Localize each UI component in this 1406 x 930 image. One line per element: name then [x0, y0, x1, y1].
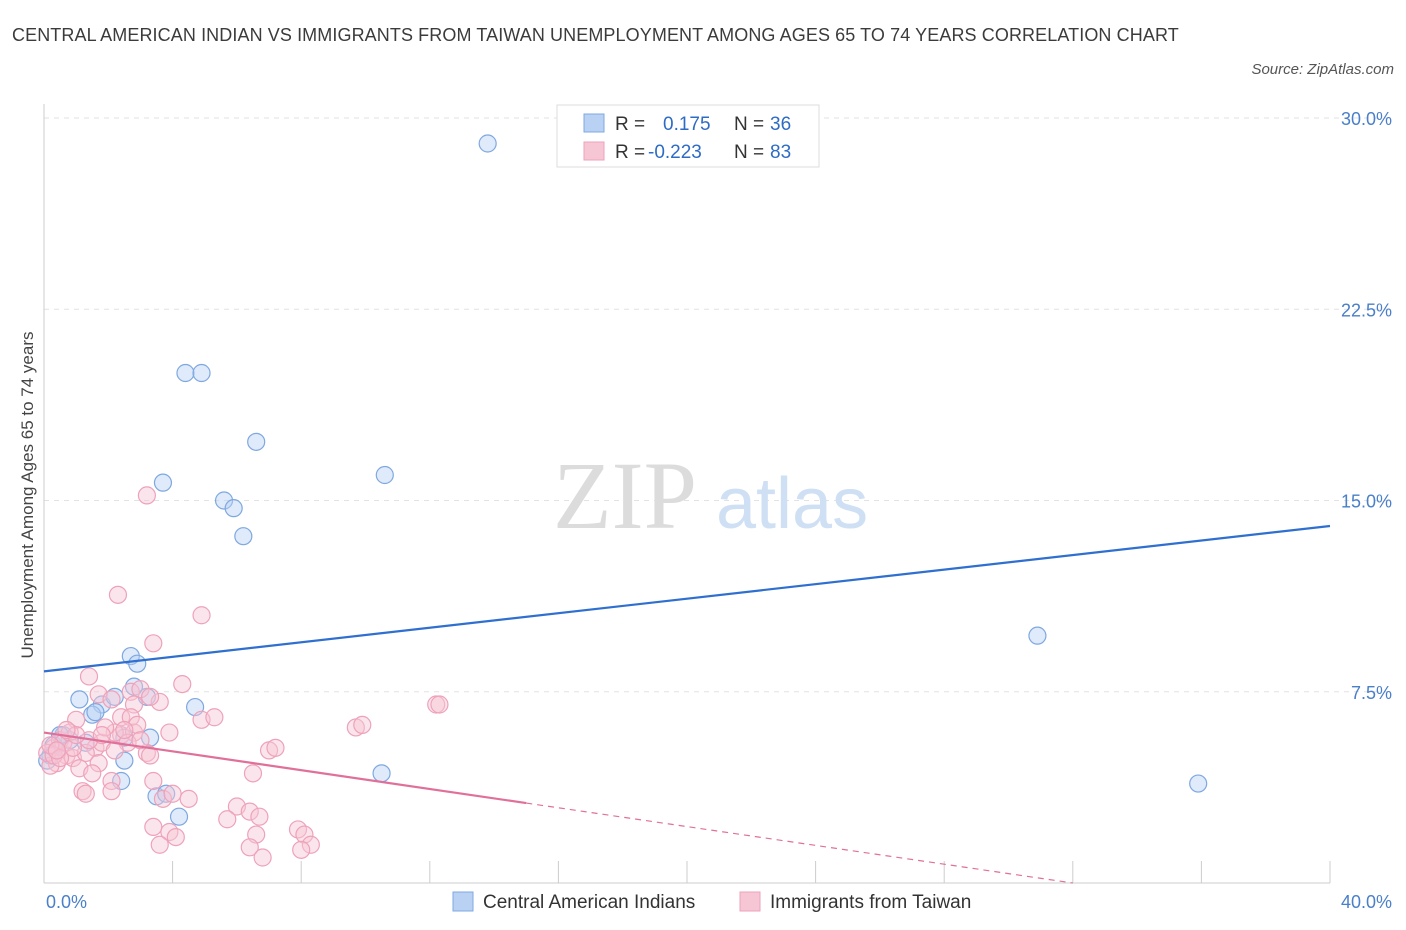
series-1-point-0	[137, 486, 156, 505]
y-tick-label-0: 30.0%	[1341, 109, 1392, 129]
series-0-point-1	[176, 363, 195, 383]
series-1-point-49	[102, 782, 121, 801]
series-1-point-22	[160, 723, 179, 742]
series-1-point-47	[73, 782, 92, 801]
series-1-point-80	[115, 720, 134, 740]
series-1-point-44	[243, 764, 263, 783]
series-1-point-66	[292, 840, 311, 859]
data-points	[38, 134, 1208, 867]
x-tick-label-max: 40.0%	[1341, 892, 1392, 912]
legend-label-immigrants-from-taiwan: Immigrants from Taiwan	[770, 892, 971, 913]
series-1-point-40	[102, 771, 121, 791]
series-1-points	[38, 486, 449, 867]
series-1-point-64	[295, 825, 314, 844]
stats-n-label-1: N =	[734, 114, 764, 135]
series-1-point-21	[430, 695, 449, 714]
legend-swatch-central-american-indians	[452, 891, 474, 912]
stats-r-value-1: 0.175	[663, 114, 711, 135]
series-legend: Central American Indians Immigrants from…	[452, 891, 971, 913]
watermark: ZIP atlas	[553, 442, 868, 549]
series-0-point-9	[1028, 626, 1047, 645]
legend-swatch-immigrants-from-taiwan	[739, 891, 761, 912]
series-0-point-8	[234, 527, 253, 546]
series-1-point-3	[144, 634, 163, 653]
stats-legend: R = 0.175 N = 36 R = -0.223 N = 83	[556, 104, 820, 168]
series-0-point-33	[157, 784, 176, 803]
series-1-point-50	[163, 784, 182, 803]
gridlines	[44, 117, 1392, 693]
series-0-point-34	[169, 807, 189, 826]
stats-r-label-1: R =	[615, 114, 645, 135]
series-1-point-78	[131, 731, 150, 750]
stats-r-label-2: R =	[615, 142, 645, 163]
series-1-point-58	[166, 827, 185, 847]
series-1-point-53	[240, 802, 259, 821]
stats-swatch-blue	[583, 113, 605, 133]
watermark-atlas: atlas	[716, 464, 868, 544]
series-1-point-43	[153, 789, 173, 808]
series-1-point-83	[47, 741, 66, 760]
series-1-point-54	[250, 807, 269, 826]
chart-title: CENTRAL AMERICAN INDIAN VS IMMIGRANTS FR…	[12, 25, 1179, 45]
stats-n-label-2: N =	[734, 142, 764, 163]
series-1-point-46	[266, 738, 285, 757]
series-0-point-11	[128, 654, 147, 673]
series-1-point-55	[218, 810, 237, 829]
series-0-point-7	[224, 499, 243, 518]
series-1-point-61	[240, 838, 259, 857]
series-0-point-0	[478, 134, 497, 153]
x-axis-ticks	[172, 861, 1331, 883]
series-0-point-4	[153, 473, 173, 492]
stats-r-value-2: -0.223	[648, 142, 702, 163]
y-tick-label-3: 7.5%	[1351, 683, 1392, 703]
series-1-point-56	[144, 817, 163, 837]
series-1-point-1	[108, 585, 128, 604]
series-1-point-59	[150, 835, 169, 854]
series-1-point-11	[150, 692, 169, 712]
x-tick-label-min: 0.0%	[46, 892, 87, 912]
series-1-point-2	[192, 606, 211, 625]
series-0-point-2	[192, 363, 211, 383]
legend-label-central-american-indians: Central American Indians	[483, 892, 695, 913]
trend-line-series-1	[43, 731, 527, 805]
trend-line-extension-series-1	[526, 802, 1073, 884]
stats-n-value-2: 83	[770, 142, 791, 163]
chart-source: Source: ZipAtlas.com	[1251, 61, 1394, 78]
series-1-point-51	[179, 789, 198, 808]
watermark-zip: ZIP	[553, 442, 697, 549]
series-1-point-9	[102, 690, 121, 709]
series-1-point-15	[140, 687, 160, 706]
trend-lines	[43, 524, 1331, 884]
series-1-point-65	[301, 835, 320, 854]
series-1-point-38	[89, 754, 108, 773]
series-1-point-39	[83, 764, 102, 783]
series-1-point-62	[253, 848, 272, 867]
y-axis-title: Unemployment Among Ages 65 to 74 years	[18, 332, 37, 659]
series-1-point-5	[173, 674, 192, 694]
series-1-point-42	[144, 771, 163, 791]
series-1-point-48	[76, 784, 95, 803]
series-0-point-3	[247, 432, 266, 451]
series-1-point-17	[205, 708, 224, 727]
stats-swatch-pink	[583, 141, 605, 161]
trend-line-series-0	[43, 524, 1331, 673]
y-axis-tick-labels: 30.0% 22.5% 15.0% 7.5%	[1341, 109, 1392, 703]
series-0-point-18	[86, 703, 105, 722]
series-1-point-7	[131, 680, 150, 699]
y-tick-label-1: 22.5%	[1341, 300, 1392, 320]
series-1-point-19	[353, 715, 372, 735]
series-0-point-6	[214, 491, 234, 510]
stats-n-value-1: 36	[770, 114, 791, 135]
series-0-point-35	[372, 764, 391, 783]
series-0-point-17	[83, 705, 102, 724]
series-0-point-36	[1189, 774, 1208, 793]
series-0-point-5	[375, 465, 394, 485]
y-tick-label-2: 15.0%	[1341, 492, 1392, 512]
series-0-point-12	[70, 690, 89, 709]
series-1-point-4	[79, 667, 99, 686]
